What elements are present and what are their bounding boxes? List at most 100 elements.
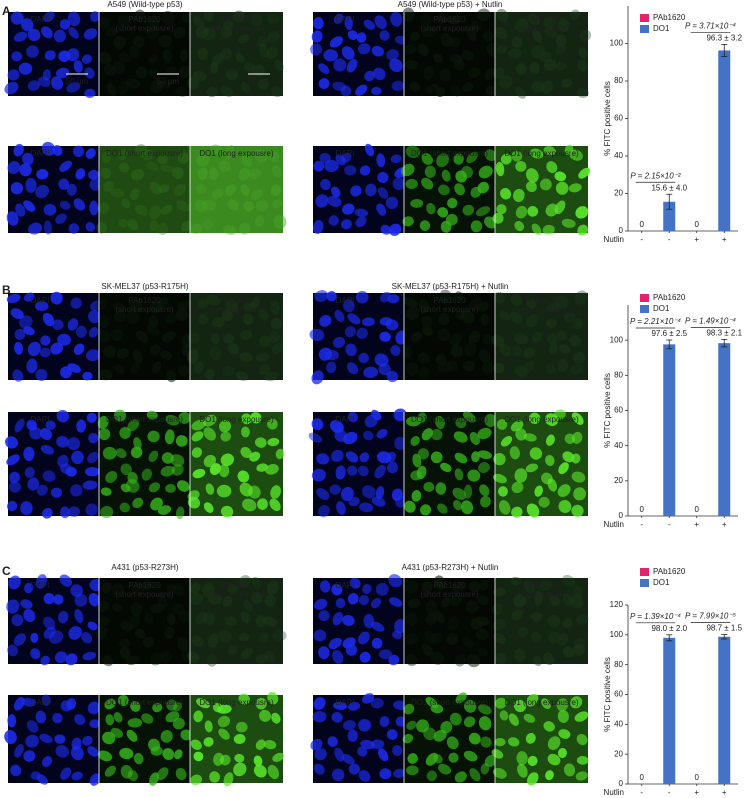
nucleus bbox=[14, 31, 28, 42]
nucleus bbox=[485, 85, 497, 97]
nucleus bbox=[454, 771, 467, 783]
nucleus bbox=[533, 590, 543, 606]
nucleus bbox=[51, 76, 64, 90]
nucleus bbox=[27, 80, 40, 91]
nucleus bbox=[150, 746, 163, 756]
nucleus bbox=[35, 184, 50, 199]
nucleus bbox=[440, 597, 451, 608]
nucleus bbox=[130, 446, 143, 459]
micrograph bbox=[97, 9, 193, 97]
nucleus bbox=[216, 704, 232, 714]
nucleus bbox=[528, 412, 541, 424]
nucleus bbox=[331, 186, 341, 198]
nucleus bbox=[544, 58, 557, 72]
nucleus bbox=[358, 718, 372, 732]
nucleus bbox=[87, 746, 99, 757]
nucleus bbox=[375, 486, 385, 500]
nucleus bbox=[13, 696, 25, 711]
nucleus bbox=[379, 30, 390, 41]
nucleus bbox=[87, 701, 101, 715]
nucleus bbox=[529, 61, 540, 75]
nucleus bbox=[117, 14, 131, 27]
nucleus bbox=[196, 298, 209, 309]
nucleus bbox=[227, 645, 238, 656]
tile-label: DAPI bbox=[336, 296, 355, 305]
y-tick-label: 60 bbox=[614, 690, 623, 699]
nucleus bbox=[210, 332, 221, 345]
nucleus bbox=[477, 301, 489, 312]
nucleus bbox=[421, 153, 433, 165]
nucleus bbox=[410, 435, 420, 446]
nucleus bbox=[316, 453, 330, 465]
nucleus bbox=[498, 310, 511, 321]
nucleus bbox=[438, 763, 452, 775]
nucleus bbox=[177, 636, 189, 652]
nucleus bbox=[224, 144, 235, 160]
nucleus bbox=[480, 763, 490, 775]
nucleus bbox=[270, 485, 281, 499]
nucleus bbox=[346, 362, 359, 375]
nucleus bbox=[266, 46, 278, 60]
nucleus bbox=[52, 145, 63, 156]
nucleus bbox=[358, 352, 369, 364]
nucleus bbox=[525, 181, 537, 193]
nucleus bbox=[172, 717, 185, 730]
nucleus bbox=[558, 729, 571, 739]
nucleus bbox=[463, 699, 477, 713]
nucleus bbox=[82, 371, 93, 381]
legend-swatch bbox=[640, 25, 649, 33]
nucleus bbox=[393, 408, 407, 422]
nucleus bbox=[435, 354, 447, 365]
nucleus bbox=[574, 711, 589, 722]
nucleus bbox=[179, 609, 191, 623]
nucleus bbox=[242, 313, 254, 325]
nucleus bbox=[358, 595, 370, 606]
nucleus bbox=[166, 583, 177, 594]
nucleus bbox=[14, 744, 24, 758]
nucleus bbox=[219, 754, 231, 766]
nucleus bbox=[390, 345, 401, 356]
value-label: 0 bbox=[640, 505, 645, 514]
nucleus bbox=[119, 646, 131, 660]
nucleus bbox=[238, 167, 251, 181]
nucleus bbox=[575, 771, 588, 781]
nucleus bbox=[316, 488, 330, 500]
nucleus bbox=[576, 59, 588, 72]
tile-label: DAPI bbox=[31, 698, 50, 707]
nucleus bbox=[149, 15, 160, 29]
nucleus bbox=[341, 152, 352, 163]
tile-label: DO1 (long expousre) bbox=[504, 149, 579, 158]
nucleus bbox=[440, 462, 452, 473]
legend-swatch bbox=[640, 294, 649, 302]
nucleus bbox=[65, 466, 77, 477]
nucleus bbox=[66, 82, 81, 93]
nucleus bbox=[454, 183, 465, 196]
nucleus bbox=[492, 767, 507, 779]
nucleus bbox=[534, 485, 543, 497]
nucleus bbox=[450, 595, 462, 606]
nucleus bbox=[342, 299, 355, 313]
nucleus bbox=[394, 495, 407, 508]
nucleus bbox=[35, 710, 47, 724]
nucleus bbox=[470, 220, 483, 233]
nucleus bbox=[308, 432, 323, 443]
nucleus bbox=[531, 223, 542, 236]
nucleus bbox=[332, 611, 344, 626]
nucleus bbox=[42, 507, 53, 519]
micrograph bbox=[313, 574, 407, 666]
nucleus bbox=[60, 506, 70, 519]
nucleus bbox=[437, 207, 449, 218]
nucleus bbox=[225, 299, 239, 313]
nucleus bbox=[334, 747, 345, 762]
nucleus bbox=[349, 577, 361, 589]
nucleus bbox=[345, 644, 358, 656]
nucleus bbox=[452, 487, 467, 500]
nucleus bbox=[270, 317, 283, 330]
nucleus bbox=[100, 167, 112, 179]
nucleus bbox=[56, 436, 69, 448]
nucleus bbox=[165, 414, 180, 426]
nucleus bbox=[468, 297, 483, 309]
nucleus bbox=[332, 336, 346, 349]
nucleus bbox=[419, 220, 431, 231]
nucleus bbox=[513, 188, 525, 203]
